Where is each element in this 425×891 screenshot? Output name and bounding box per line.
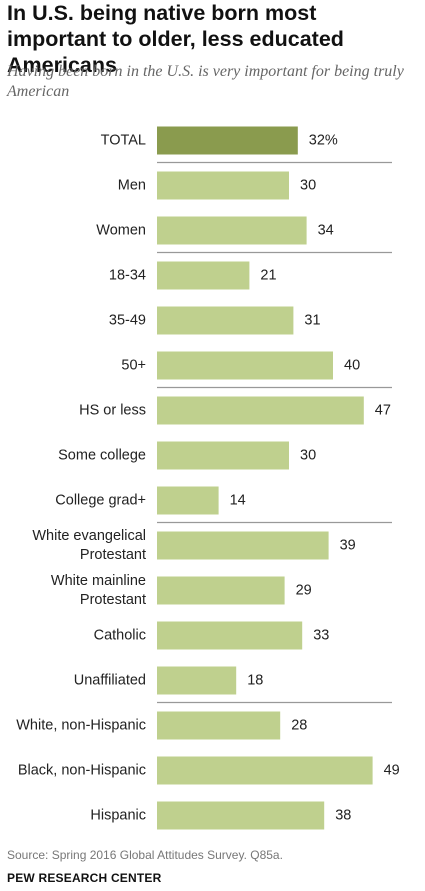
bar <box>157 666 237 695</box>
bar <box>157 216 307 245</box>
value-label: 32% <box>309 133 338 149</box>
category-label: Men <box>118 178 146 194</box>
category-label: Unaffiliated <box>74 673 146 689</box>
category-label: White, non-Hispanic <box>16 718 146 734</box>
value-label: 38 <box>335 808 351 824</box>
category-label: 35-49 <box>109 313 146 329</box>
value-label: 34 <box>318 223 334 239</box>
category-label: 50+ <box>121 358 146 374</box>
value-label: 28 <box>291 718 307 734</box>
bar <box>157 441 289 470</box>
category-label: HS or less <box>79 403 146 419</box>
category-label: College grad+ <box>55 493 146 509</box>
value-label: 30 <box>300 178 316 194</box>
bar <box>157 621 303 650</box>
category-label: 18-34 <box>109 268 146 284</box>
value-label: 21 <box>260 268 276 284</box>
bar <box>157 396 364 425</box>
category-label: White evangelical Protestant <box>32 528 146 563</box>
category-label: White mainline Protestant <box>51 573 146 608</box>
bar <box>157 306 294 335</box>
bar <box>157 711 281 740</box>
value-label: 14 <box>230 493 246 509</box>
chart-title: In U.S. being native born most important… <box>7 1 344 77</box>
chart-subtitle: Having been born in the U.S. is very imp… <box>7 63 404 100</box>
category-label: Women <box>96 223 146 239</box>
category-label: Black, non-Hispanic <box>18 763 146 779</box>
source-note: Source: Spring 2016 Global Attitudes Sur… <box>7 848 283 862</box>
bar <box>157 801 325 830</box>
bar <box>157 486 219 515</box>
value-label: 29 <box>296 583 312 599</box>
category-label: Some college <box>58 448 146 464</box>
bar <box>157 756 373 785</box>
bar <box>157 531 329 560</box>
bar <box>157 261 250 290</box>
value-label: 31 <box>304 313 320 329</box>
value-label: 39 <box>340 538 356 554</box>
value-label: 30 <box>300 448 316 464</box>
value-label: 18 <box>247 673 263 689</box>
category-label: Catholic <box>94 628 146 644</box>
bar <box>157 576 285 605</box>
bar <box>157 351 333 380</box>
bar <box>157 171 289 200</box>
bar <box>157 126 298 155</box>
value-label: 40 <box>344 358 360 374</box>
brand-name: PEW RESEARCH CENTER <box>7 871 162 885</box>
category-label: Hispanic <box>90 808 146 824</box>
value-label: 49 <box>384 763 400 779</box>
category-label: TOTAL <box>101 133 146 149</box>
value-label: 47 <box>375 403 391 419</box>
value-label: 33 <box>313 628 329 644</box>
